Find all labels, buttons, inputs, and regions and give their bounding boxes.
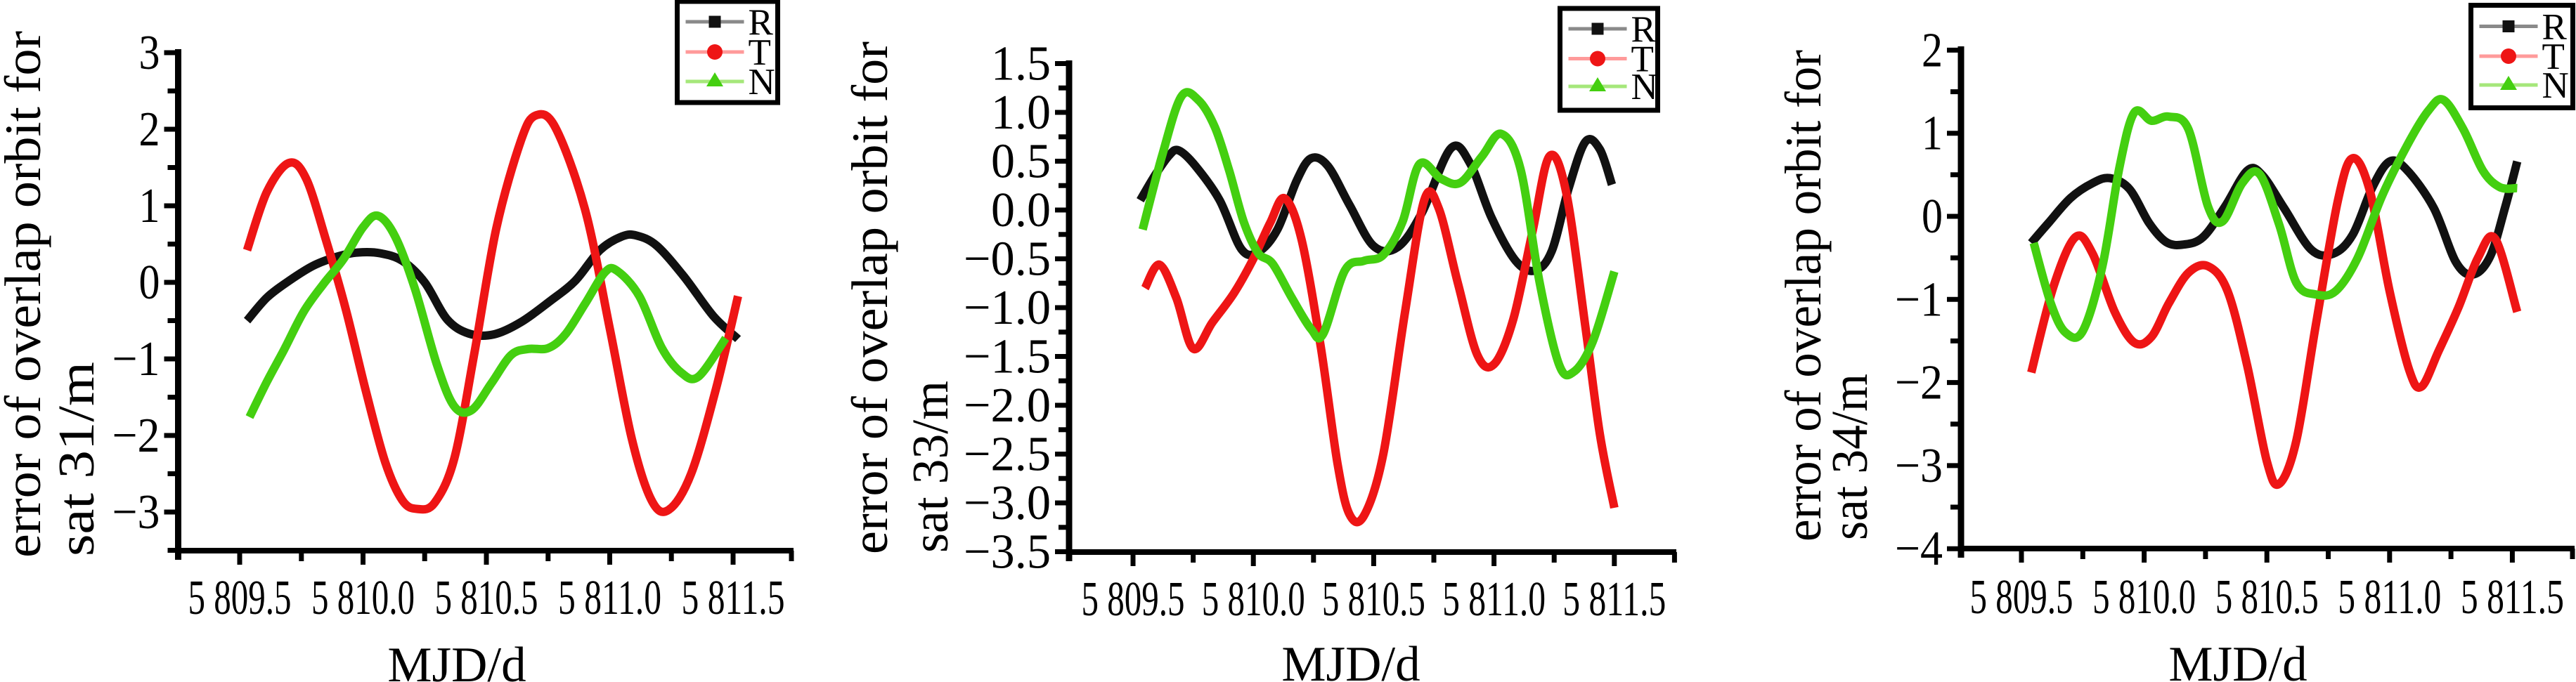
svg-text:1: 1 — [1922, 107, 1943, 161]
svg-text:0: 0 — [139, 256, 160, 310]
svg-text:−1.5: −1.5 — [964, 330, 1051, 384]
svg-text:1: 1 — [139, 179, 160, 233]
svg-text:R: R — [749, 2, 774, 43]
svg-text:T: T — [1631, 39, 1654, 80]
svg-text:MJD/d: MJD/d — [387, 638, 526, 682]
svg-text:5 811.5: 5 811.5 — [1562, 572, 1666, 627]
svg-text:0.0: 0.0 — [991, 183, 1051, 237]
svg-text:T: T — [2542, 37, 2565, 77]
svg-text:MJD/d: MJD/d — [2168, 637, 2307, 682]
svg-text:2: 2 — [139, 103, 160, 157]
svg-text:T: T — [749, 32, 771, 73]
svg-text:5 810.5: 5 810.5 — [1322, 572, 1425, 627]
svg-text:−3: −3 — [1895, 439, 1943, 493]
svg-text:sat 34/m: sat 34/m — [1821, 374, 1878, 540]
svg-text:−2: −2 — [112, 409, 160, 463]
svg-text:−2: −2 — [1895, 356, 1943, 410]
svg-text:−4: −4 — [1895, 522, 1943, 576]
svg-text:−0.5: −0.5 — [964, 232, 1051, 287]
svg-text:5 809.5: 5 809.5 — [1082, 572, 1185, 627]
svg-text:−1.0: −1.0 — [964, 281, 1051, 335]
svg-text:R: R — [2542, 7, 2568, 48]
svg-text:−3.0: −3.0 — [964, 476, 1051, 530]
svg-text:error of overlap orbit for: error of overlap orbit for — [0, 31, 51, 558]
svg-text:5 810.5: 5 810.5 — [435, 571, 538, 625]
svg-text:1.5: 1.5 — [991, 37, 1051, 91]
svg-text:1.0: 1.0 — [991, 86, 1051, 140]
svg-text:5 811.5: 5 811.5 — [2461, 570, 2564, 624]
svg-text:R: R — [1631, 9, 1657, 50]
svg-text:MJD/d: MJD/d — [1281, 637, 1420, 682]
svg-text:3: 3 — [139, 26, 160, 80]
svg-text:5 811.0: 5 811.0 — [558, 571, 661, 625]
svg-text:5 809.5: 5 809.5 — [188, 571, 292, 625]
svg-text:−1: −1 — [112, 332, 160, 386]
svg-text:−1: −1 — [1895, 273, 1943, 327]
svg-text:−2.0: −2.0 — [964, 379, 1051, 433]
svg-text:N: N — [749, 62, 775, 103]
svg-text:5 811.0: 5 811.0 — [2338, 570, 2441, 624]
svg-text:2: 2 — [1922, 23, 1943, 77]
svg-text:5 810.0: 5 810.0 — [311, 571, 415, 625]
svg-text:error of overlap orbit for: error of overlap orbit for — [841, 41, 898, 554]
svg-text:N: N — [2542, 65, 2569, 106]
svg-text:5 809.5: 5 809.5 — [1970, 570, 2073, 624]
svg-text:sat 31/m: sat 31/m — [48, 362, 105, 556]
svg-text:5 811.0: 5 811.0 — [1442, 572, 1546, 627]
svg-text:error of overlap orbit for: error of overlap orbit for — [1775, 50, 1832, 542]
svg-text:−3: −3 — [112, 485, 160, 539]
svg-text:sat 33/m: sat 33/m — [902, 381, 959, 553]
svg-text:−3.5: −3.5 — [964, 525, 1051, 579]
svg-text:N: N — [1631, 67, 1658, 107]
svg-text:−2.5: −2.5 — [964, 428, 1051, 482]
svg-text:5 811.5: 5 811.5 — [682, 571, 785, 625]
svg-text:5 810.5: 5 810.5 — [2215, 570, 2319, 624]
svg-text:0: 0 — [1922, 190, 1943, 244]
svg-text:5 810.0: 5 810.0 — [1202, 572, 1305, 627]
svg-text:0.5: 0.5 — [991, 135, 1051, 189]
svg-text:5 810.0: 5 810.0 — [2092, 570, 2196, 624]
